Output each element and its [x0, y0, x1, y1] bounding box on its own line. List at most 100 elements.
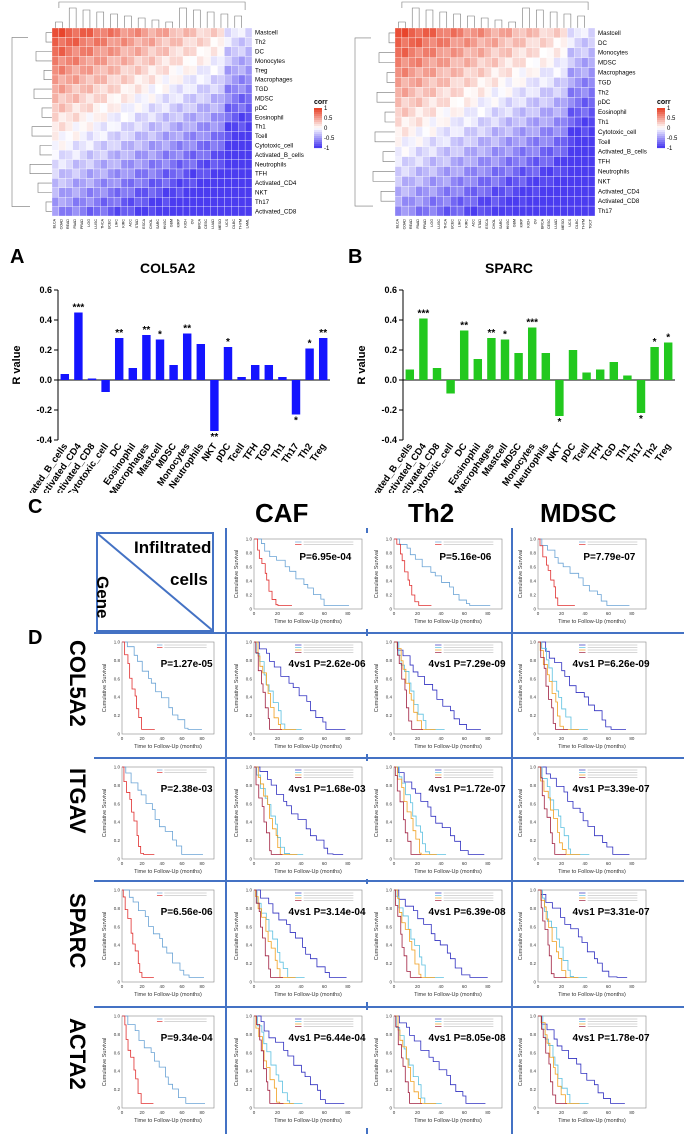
km-gene-itgav: 0 0.2 0.4 0.6 0.8 1.0 0 20 40 60 80 Cumulative Surv… [100, 761, 220, 879]
km-y-label: Cumulative Survival [518, 1038, 524, 1087]
heatmap-legend-swatch [314, 112, 322, 115]
heatmap-cell [567, 136, 575, 147]
heatmap-cell [196, 56, 204, 66]
km-x-tick: 0 [253, 984, 256, 989]
heatmap-cell [450, 176, 458, 187]
heatmap-cell [120, 103, 129, 113]
heatmap-cell [196, 168, 204, 179]
heatmap-cell [567, 47, 575, 58]
heatmap-cell [574, 57, 582, 68]
heatmap-cell [546, 87, 554, 98]
heatmap-cell [72, 27, 80, 38]
heatmap-cell [148, 93, 156, 104]
heatmap-cell [408, 136, 416, 147]
km-x-tick: 0 [253, 1110, 256, 1115]
heatmap-cell [134, 121, 142, 132]
heatmap-cell [491, 116, 499, 128]
heatmap-cell [244, 150, 253, 160]
heatmap-col-label: LUSC [94, 219, 98, 229]
heatmap-cell [210, 93, 218, 104]
heatmap-cell [415, 47, 423, 58]
km-y-tick: 0.2 [246, 713, 253, 718]
heatmap-cell [238, 178, 246, 188]
km-x-label: Time to Follow-Up (months) [274, 619, 342, 625]
heatmap-cell [238, 206, 246, 217]
heatmap-cell [553, 77, 561, 88]
km-curve-group3 [254, 889, 296, 978]
dendrogram-branch [82, 9, 91, 28]
km-curve-group4 [254, 1015, 284, 1104]
km-combo-col5a2-mdsc: 0 0.2 0.4 0.6 0.8 1.0 0 20 40 60 80 Cumulative Surv… [516, 636, 652, 754]
heatmap-cell [72, 168, 80, 179]
heatmap-cell [217, 27, 225, 38]
significance-label: * [666, 333, 670, 344]
km-x-tick: 20 [275, 611, 281, 616]
km-x-tick: 40 [159, 984, 165, 989]
heatmap-cell [505, 156, 513, 167]
heatmap-cell [203, 140, 211, 151]
heatmap-cell [175, 84, 184, 94]
heatmap-cell [120, 197, 129, 207]
heatmap-cell [491, 57, 499, 68]
km-y-tick: 1.0 [386, 888, 393, 893]
heatmap-cell [100, 74, 108, 85]
km-p-value: 4vs1 P=3.39e-07 [572, 783, 650, 795]
heatmap-cell [217, 121, 225, 132]
heatmap-cell [518, 57, 527, 68]
km-x-tick: 60 [462, 736, 468, 741]
heatmap-cell [175, 56, 184, 66]
heatmap-cell [401, 136, 409, 147]
heatmap-cell [244, 112, 253, 123]
km-y-tick: 1.0 [114, 640, 121, 645]
heatmap-cell [93, 27, 101, 38]
heatmap-cell [51, 168, 60, 179]
km-curve-group3 [394, 766, 437, 855]
heatmap-cell [401, 97, 409, 108]
heatmap-legend-swatch [314, 114, 322, 117]
heatmap-cell [155, 187, 163, 198]
heatmap-cell [518, 196, 527, 207]
heatmap-cell [238, 150, 246, 160]
km-x-tick: 0 [253, 861, 256, 866]
heatmap-cell [581, 67, 589, 78]
heatmap-row-label: Th17 [255, 199, 270, 206]
heatmap-cell [100, 197, 108, 207]
heatmap-cell [532, 146, 540, 157]
heatmap-legend-tick: 0.5 [324, 116, 333, 122]
heatmap-cell [560, 116, 568, 128]
dendrogram-left [11, 32, 52, 212]
km-y-tick: 0.4 [246, 1069, 253, 1074]
heatmap-cell [581, 27, 589, 39]
bar [650, 347, 659, 380]
km-y-tick: 0.4 [246, 695, 253, 700]
heatmap-cell [182, 46, 191, 57]
dendrogram-branch [110, 13, 118, 28]
km-y-tick: 0 [249, 607, 252, 612]
heatmap-cell [574, 87, 582, 98]
heatmap-cell [51, 197, 60, 207]
km-y-tick: 0.8 [114, 906, 121, 911]
heatmap-cell [134, 187, 142, 198]
heatmap-cell [394, 37, 403, 48]
heatmap-cell [155, 37, 163, 47]
heatmap-cell [394, 67, 403, 78]
heatmap-col-label: LUAD [554, 219, 558, 229]
heatmap-row-label: Eosinophil [598, 109, 627, 116]
heatmap-cell [463, 146, 472, 157]
km-x-tick: 20 [415, 611, 421, 616]
heatmap-cell [422, 107, 430, 118]
heatmap-cell [525, 176, 534, 187]
heatmap-cell [401, 196, 409, 207]
heatmap-cell [581, 156, 589, 167]
heatmap-cell [141, 187, 149, 198]
heatmap-cell [189, 65, 197, 76]
heatmap-cell [450, 77, 458, 88]
heatmap-cell [560, 196, 568, 207]
km-curve-group3 [254, 766, 298, 855]
significance-label: * [158, 330, 162, 341]
heatmap-cell [182, 187, 191, 198]
km-y-tick: 0 [249, 1106, 252, 1111]
